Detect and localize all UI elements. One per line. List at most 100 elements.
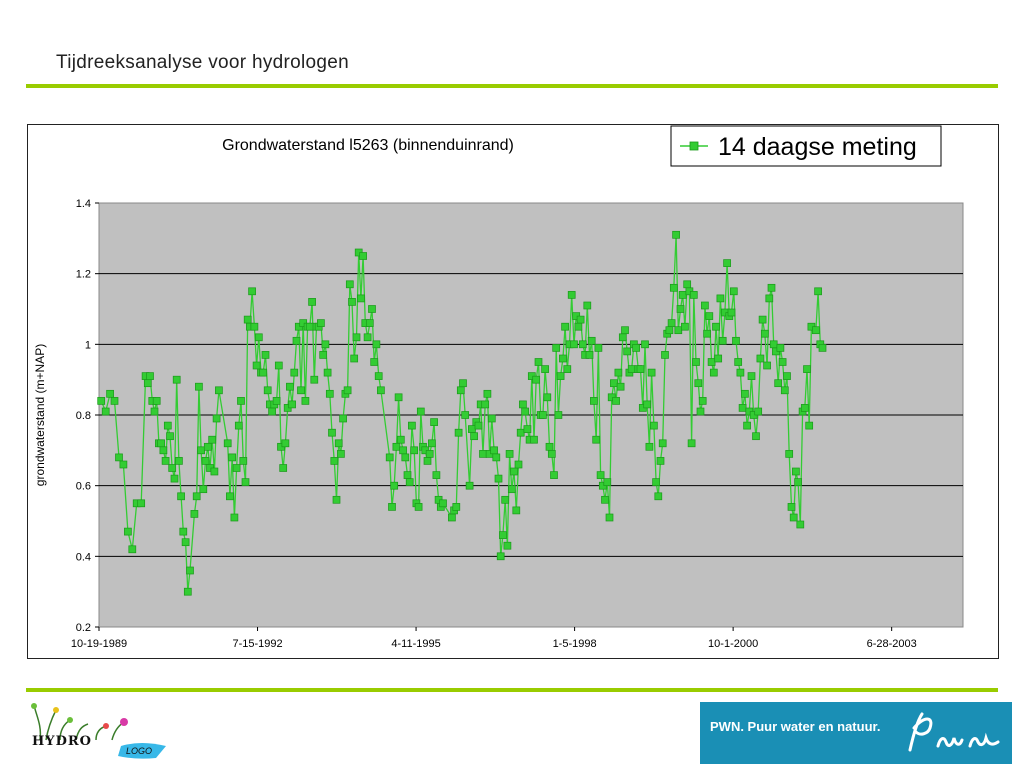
data-point-267	[736, 368, 745, 377]
data-point-164	[507, 485, 516, 494]
data-point-32	[192, 492, 201, 501]
data-point-47	[232, 464, 241, 472]
data-point-270	[743, 421, 751, 430]
data-point-285	[776, 344, 785, 352]
data-point-92	[332, 495, 341, 504]
data-point-140	[452, 503, 461, 511]
data-point-203	[594, 344, 603, 352]
pwn-tagline: PWN. Puur water en natuur.	[710, 719, 881, 734]
x-tick-label-1: 7-15-1992	[232, 638, 282, 650]
data-point-289	[785, 450, 794, 458]
data-point-87	[321, 340, 330, 349]
hydro-logo: HYDRO LOGO	[26, 700, 171, 760]
legend-box	[670, 125, 942, 167]
data-point-35	[199, 485, 208, 494]
data-point-276	[756, 354, 765, 363]
top-divider	[26, 84, 998, 88]
data-point-156	[490, 446, 498, 455]
data-point-204	[596, 471, 605, 479]
data-point-249	[696, 407, 705, 416]
data-point-27	[179, 527, 188, 536]
data-point-290	[787, 503, 796, 511]
data-point-7	[128, 545, 137, 554]
data-point-264	[729, 287, 738, 296]
data-point-303	[818, 344, 827, 352]
data-point-25	[175, 457, 183, 465]
data-point-232	[658, 439, 667, 448]
data-point-291	[789, 513, 798, 522]
data-point-81	[308, 298, 316, 306]
data-point-98	[345, 280, 354, 289]
data-point-121	[403, 471, 412, 479]
data-point-207	[603, 478, 612, 486]
x-tick-label-4: 10-1-2000	[708, 638, 758, 650]
data-point-245	[687, 439, 696, 448]
data-point-99	[348, 298, 356, 306]
data-point-151	[479, 450, 487, 458]
data-point-119	[399, 446, 407, 455]
data-point-185	[554, 411, 563, 419]
data-point-186	[556, 372, 565, 380]
data-point-19	[161, 457, 170, 465]
data-point-109	[370, 358, 379, 366]
data-point-216	[623, 347, 632, 356]
data-point-97	[343, 386, 352, 395]
legend-marker-sample	[689, 141, 699, 151]
data-point-157	[492, 453, 501, 462]
data-point-161	[501, 495, 510, 504]
data-point-229	[652, 478, 660, 486]
data-point-225	[643, 400, 652, 409]
data-point-123	[408, 421, 416, 430]
data-point-72	[288, 400, 296, 409]
data-point-82	[310, 375, 319, 384]
data-point-110	[372, 340, 381, 349]
data-point-55	[250, 322, 259, 331]
data-point-263	[727, 308, 736, 317]
data-point-266	[734, 358, 743, 366]
data-point-200	[587, 336, 596, 345]
data-point-224	[641, 340, 649, 349]
data-point-175	[532, 375, 541, 384]
data-point-269	[741, 389, 749, 398]
y-tick-label-5: 1.2	[76, 269, 91, 281]
data-point-66	[274, 361, 283, 370]
data-point-52	[243, 315, 252, 324]
data-point-282	[769, 340, 778, 349]
data-point-237	[669, 283, 678, 292]
data-point-60	[261, 351, 270, 359]
data-point-275	[754, 407, 763, 416]
data-point-71	[286, 382, 294, 391]
data-point-265	[732, 336, 740, 345]
data-point-256	[712, 322, 720, 331]
data-point-146	[468, 425, 476, 433]
data-point-89	[325, 389, 334, 398]
data-point-74	[292, 336, 301, 345]
data-point-227	[647, 368, 656, 377]
data-point-26	[177, 492, 185, 501]
data-point-167	[514, 460, 523, 469]
data-point-104	[359, 252, 367, 260]
data-point-277	[758, 315, 767, 324]
data-point-180	[543, 393, 552, 402]
data-point-118	[396, 435, 405, 444]
data-point-230	[654, 492, 663, 501]
data-point-199	[585, 351, 594, 359]
data-point-144	[461, 411, 470, 419]
data-point-124	[410, 446, 419, 455]
data-point-287	[780, 386, 789, 395]
data-point-133	[430, 418, 438, 426]
data-point-153	[483, 389, 492, 398]
data-point-206	[601, 495, 609, 504]
data-point-163	[505, 450, 514, 458]
data-point-183	[550, 471, 558, 479]
data-point-189	[563, 365, 572, 373]
data-point-253	[705, 312, 714, 320]
data-point-94	[337, 450, 345, 458]
data-point-69	[281, 439, 290, 448]
data-point-281	[767, 283, 776, 292]
data-point-210	[610, 379, 618, 388]
data-point-296	[800, 404, 809, 412]
data-point-73	[290, 368, 299, 377]
data-point-298	[805, 421, 814, 430]
data-point-176	[534, 358, 543, 366]
